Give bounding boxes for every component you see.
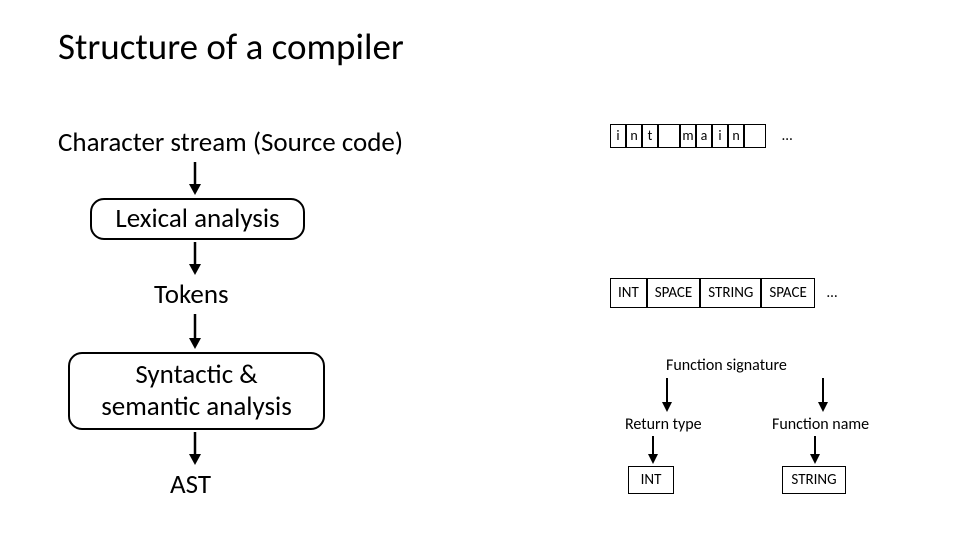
page-title: Structure of a compiler (58, 24, 404, 69)
arrow-down-icon (188, 162, 202, 196)
arrow-down-icon (188, 242, 202, 276)
tree-left-label: Return type (625, 415, 702, 434)
token-cell: STRING (700, 278, 761, 308)
char-cell: m (680, 124, 696, 148)
ellipsis-icon: … (827, 284, 837, 302)
arrow-down-icon (188, 432, 202, 466)
char-cell-blank (658, 124, 680, 148)
token-cell: SPACE (647, 278, 700, 308)
tree-leaf-int: INT (628, 466, 674, 494)
char-cell: t (642, 124, 658, 148)
ellipsis-icon: … (782, 127, 792, 145)
ast-label: AST (170, 468, 211, 501)
char-cell: i (610, 124, 626, 148)
char-cell: n (626, 124, 642, 148)
tokens-label: Tokens (154, 278, 229, 311)
source-label: Character stream (Source code) (58, 126, 403, 159)
char-cell: n (728, 124, 744, 148)
tree-leaf-string: STRING (782, 466, 846, 494)
tree-right-label: Function name (772, 415, 869, 434)
char-cell: a (696, 124, 712, 148)
syntactic-analysis-box: Syntactic & semantic analysis (68, 352, 325, 430)
token-cell: SPACE (761, 278, 814, 308)
token-cell: INT (610, 278, 647, 308)
syntactic-analysis-label: Syntactic & semantic analysis (101, 359, 292, 424)
arrow-down-icon (816, 378, 830, 419)
char-cell: i (712, 124, 728, 148)
arrow-down-icon (660, 378, 674, 419)
lexical-analysis-box: Lexical analysis (90, 198, 305, 240)
tree-root-label: Function signature (666, 356, 787, 375)
arrow-down-icon (188, 314, 202, 350)
lexical-analysis-label: Lexical analysis (115, 203, 279, 235)
char-cell-blank (744, 124, 766, 148)
token-row: INT SPACE STRING SPACE … (610, 278, 837, 308)
char-stream-row: i n t m a i n … (610, 124, 792, 148)
